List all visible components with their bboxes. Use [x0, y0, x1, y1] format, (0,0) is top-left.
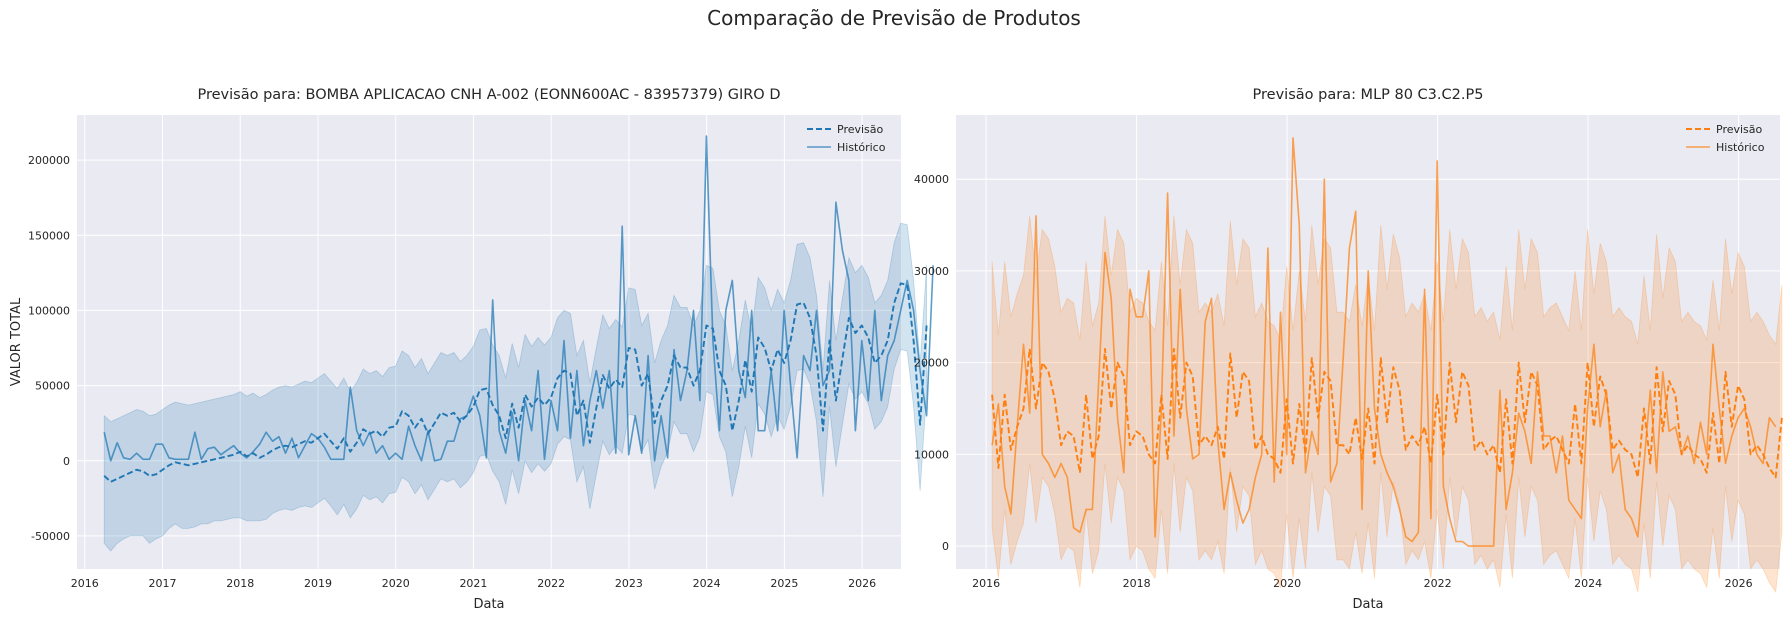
x-tick-label: 2016: [972, 577, 1000, 590]
y-tick-label: 100000: [28, 304, 70, 317]
x-tick-label: 2018: [1123, 577, 1151, 590]
history-line: [991, 137, 1777, 547]
x-axis-label: Data: [1352, 597, 1383, 612]
x-tick-label: 2017: [149, 577, 177, 590]
x-tick-label: 2023: [615, 577, 643, 590]
y-tick-label: 0: [942, 540, 949, 553]
chart-title: Previsão para: BOMBA APLICACAO CNH A-002…: [197, 87, 780, 103]
y-tick-label: 40000: [914, 173, 949, 186]
x-tick-label: 2016: [71, 577, 99, 590]
y-tick-label: 10000: [914, 448, 949, 461]
x-tick-label: 2019: [304, 577, 332, 590]
x-axis-label: Data: [473, 597, 504, 612]
forecast-line: [991, 347, 1783, 479]
legend-label: Previsão: [837, 123, 884, 136]
x-tick-label: 2020: [382, 577, 410, 590]
chart-right: 2016 2018 2020 2022 2024 2026 0 10000 20000 30000…: [914, 87, 1783, 612]
plot-area: [77, 115, 901, 569]
y-tick-label: 0: [63, 455, 70, 468]
y-tick-label: 200000: [28, 154, 70, 167]
y-tick-label: 150000: [28, 229, 70, 242]
y-tick-label: -50000: [31, 530, 70, 543]
y-axis-label: VALOR TOTAL: [9, 297, 24, 386]
x-tick-label: 2025: [770, 577, 798, 590]
chart-left: 2016 2017 2018 2019 2020 2021 2022 2023 2024 2025…: [9, 87, 934, 612]
x-tick-label: 2022: [1424, 577, 1452, 590]
y-tick-label: 30000: [914, 265, 949, 278]
x-tick-label: 2022: [537, 577, 565, 590]
legend-label: Histórico: [837, 141, 886, 154]
figure-suptitle: Comparação de Previsão de Produtos: [707, 6, 1081, 30]
x-tick-label: 2021: [459, 577, 487, 590]
confidence-band: [103, 222, 927, 552]
legend-label: Previsão: [1716, 123, 1763, 136]
legend-label: Histórico: [1716, 141, 1765, 154]
confidence-band: [991, 215, 1783, 594]
x-tick-label: 2024: [1574, 577, 1602, 590]
y-tick-label: 50000: [35, 380, 70, 393]
forecast-line: [103, 282, 928, 483]
y-tick-label: 20000: [914, 357, 949, 370]
chart-title: Previsão para: MLP 80 C3.C2.P5: [1253, 87, 1484, 103]
x-tick-label: 2026: [848, 577, 876, 590]
history-line: [103, 135, 934, 462]
x-tick-label: 2020: [1273, 577, 1301, 590]
x-tick-label: 2018: [226, 577, 254, 590]
x-tick-label: 2024: [693, 577, 721, 590]
x-tick-label: 2026: [1725, 577, 1753, 590]
